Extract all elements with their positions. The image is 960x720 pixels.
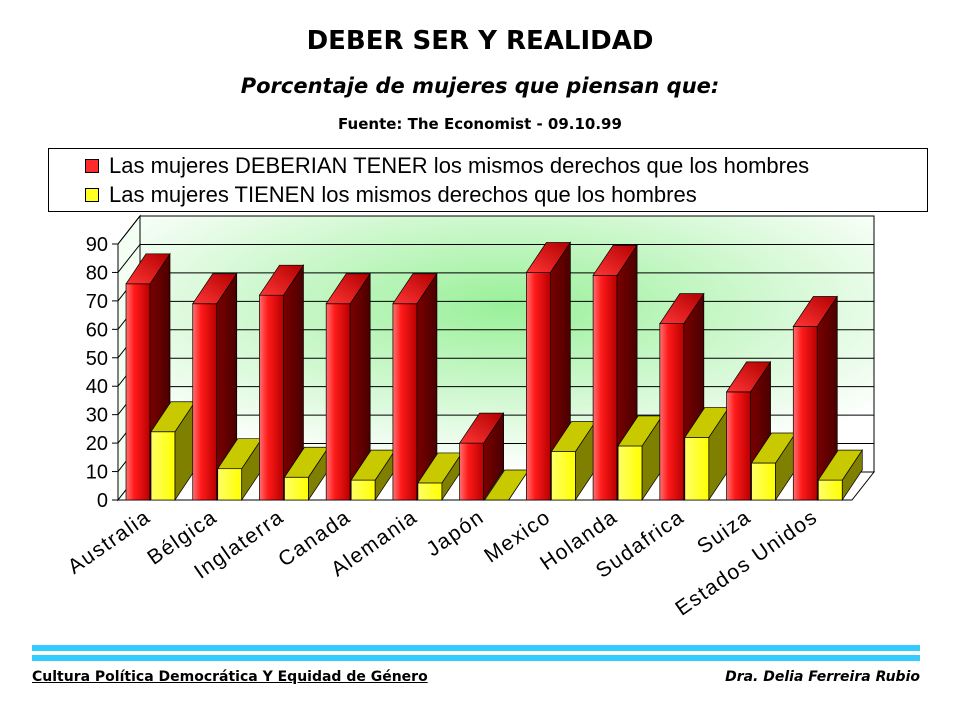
bar-deberian-top-holanda (592, 244, 638, 276)
legend-label-tienen: Las mujeres TIENEN los mismos derechos q… (109, 182, 697, 207)
footer-divider-bottom (32, 655, 920, 661)
bar-deberian-front-canada (325, 303, 351, 501)
y-tick-label: 30 (86, 405, 108, 427)
bar-tienen-front-holanda (617, 445, 643, 501)
bar-deberian-front-sudafrica (659, 323, 685, 501)
chart-title: DEBER SER Y REALIDAD (306, 26, 654, 56)
bar-tienen-front-inglaterra (284, 476, 309, 501)
bar-tienen-front-suiza (751, 462, 776, 501)
bar-tienen-front-canada (350, 479, 376, 501)
gridline (117, 215, 874, 245)
chart-source: Fuente: The Economist - 09.10.99 (338, 115, 622, 133)
chart-subtitle: Porcentaje de mujeres que piensan que: (240, 74, 720, 98)
bar-tienen-front-australia (150, 431, 176, 501)
y-tick-label: 20 (86, 433, 108, 455)
y-tick-label: 0 (97, 490, 108, 512)
bar-deberian-top-japon (458, 412, 505, 444)
bar-deberian-top-inglaterra (258, 264, 305, 296)
y-tick-label: 60 (86, 319, 108, 341)
footer-divider-top (32, 645, 920, 651)
chart-legend: Las mujeres DEBERIAN TENER los mismos de… (48, 148, 928, 212)
bar-deberian-top-estados-unidos (792, 296, 838, 327)
category-label-australia: Australia (64, 505, 155, 578)
bar-deberian-front-alemania (392, 303, 418, 501)
bar-deberian-top-suiza (725, 361, 772, 393)
bar-deberian-front-australia (125, 283, 151, 501)
bar-deberian-front-holanda (592, 274, 618, 501)
bar-deberian-top-sudafrica (659, 293, 705, 324)
bar-deberian-front-japon (459, 442, 484, 501)
bar-deberian-top-belgica (192, 273, 238, 305)
gridline (117, 243, 874, 273)
y-tick-label: 90 (86, 234, 108, 256)
category-label-japon: Japón (422, 505, 488, 561)
bar-deberian-front-suiza (726, 391, 751, 501)
y-tick-label: 40 (86, 376, 108, 398)
bar-deberian-front-estados-unidos (792, 326, 818, 501)
bar-deberian-top-alemania (392, 273, 438, 305)
bar-tienen-front-mexico (551, 451, 576, 501)
legend-item-tienen: Las mujeres TIENEN los mismos derechos q… (85, 182, 697, 208)
footer-author: Dra. Delia Ferreira Rubio (725, 669, 920, 685)
y-tick-label: 50 (86, 348, 108, 370)
bar-tienen-front-alemania (417, 482, 443, 501)
bar-tienen-front-estados-unidos (817, 479, 843, 501)
bar-tienen-top-estados-unidos (817, 449, 863, 481)
bar-tienen-front-belgica (217, 468, 243, 501)
legend-label-deberian: Las mujeres DEBERIAN TENER los mismos de… (109, 153, 810, 178)
y-tick-label: 70 (86, 291, 108, 313)
legend-item-deberian: Las mujeres DEBERIAN TENER los mismos de… (85, 153, 809, 179)
legend-swatch-red (85, 159, 99, 173)
bar-deberian-front-mexico (526, 272, 551, 501)
bar-deberian-front-belgica (192, 303, 218, 501)
y-tick-label: 10 (86, 462, 108, 484)
legend-swatch-yellow (85, 188, 99, 202)
bar-deberian-front-inglaterra (259, 294, 284, 501)
bar-tienen-front-sudafrica (684, 437, 710, 501)
bar-deberian-top-mexico (525, 242, 572, 273)
footer-course: Cultura Política Democrática Y Equidad d… (32, 669, 428, 685)
y-tick-label: 80 (86, 262, 108, 284)
bar-deberian-top-canada (325, 273, 371, 305)
bar-deberian-top-australia (125, 253, 171, 285)
